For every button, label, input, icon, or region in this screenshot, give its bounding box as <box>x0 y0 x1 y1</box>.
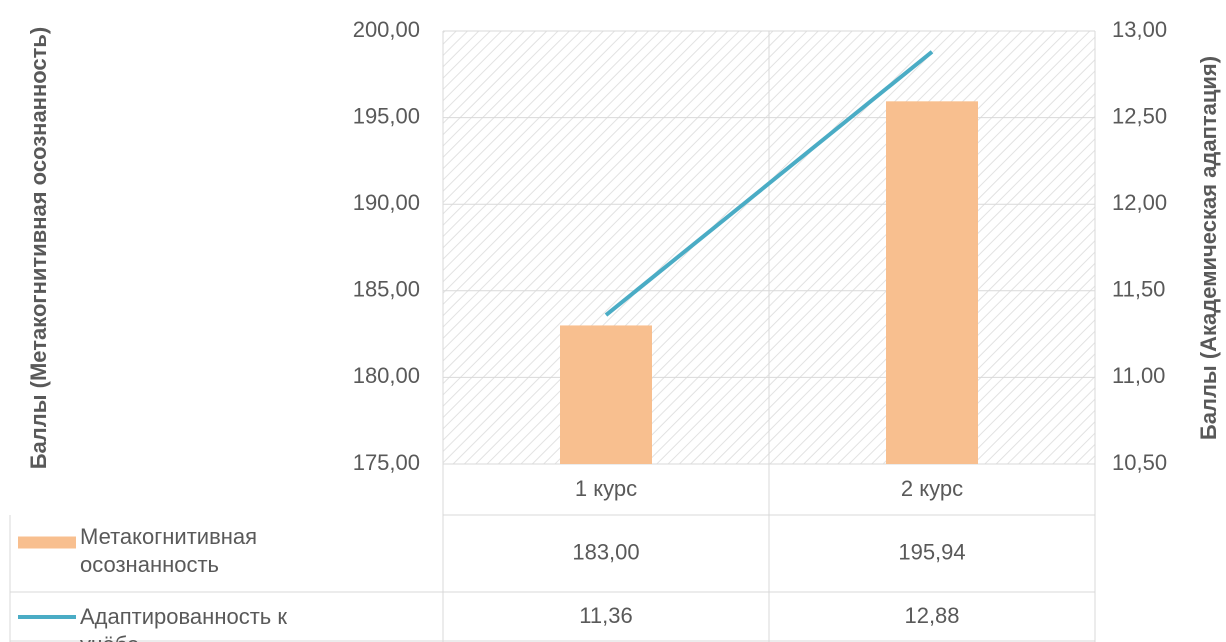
y-tick-label: 195,00 <box>353 103 420 128</box>
y-tick-label: 175,00 <box>353 450 420 475</box>
y2-tick-label: 11,00 <box>1112 363 1165 388</box>
legend-swatch <box>18 536 76 549</box>
y2-tick-label: 11,50 <box>1112 277 1165 302</box>
table-value: 11,36 <box>579 603 632 628</box>
y2-tick-label: 10,50 <box>1112 450 1167 475</box>
y-tick-label: 180,00 <box>353 363 420 388</box>
bar <box>886 101 978 464</box>
y2-axis-title: Баллы (Академическая адаптация) <box>1196 56 1221 440</box>
bar <box>560 325 652 464</box>
y-tick-label: 185,00 <box>353 277 420 302</box>
table-value: 183,00 <box>572 539 639 564</box>
y2-tick-label: 13,00 <box>1112 17 1167 42</box>
y-axis-title: Баллы (Метакогнитивная осознанность) <box>26 27 51 470</box>
x-tick-label: 2 курс <box>901 476 963 501</box>
y2-tick-label: 12,50 <box>1112 103 1167 128</box>
y2-tick-label: 12,00 <box>1112 190 1167 215</box>
line <box>604 50 934 317</box>
y-tick-label: 190,00 <box>353 190 420 215</box>
legend-label: Метакогнитивная осознанность <box>80 524 258 577</box>
table-value: 195,94 <box>898 539 965 564</box>
y-tick-label: 200,00 <box>353 17 420 42</box>
legend-label: Адаптированность к учёбе <box>80 604 287 642</box>
x-tick-label: 1 курс <box>575 476 637 501</box>
table-value: 12,88 <box>904 603 959 628</box>
